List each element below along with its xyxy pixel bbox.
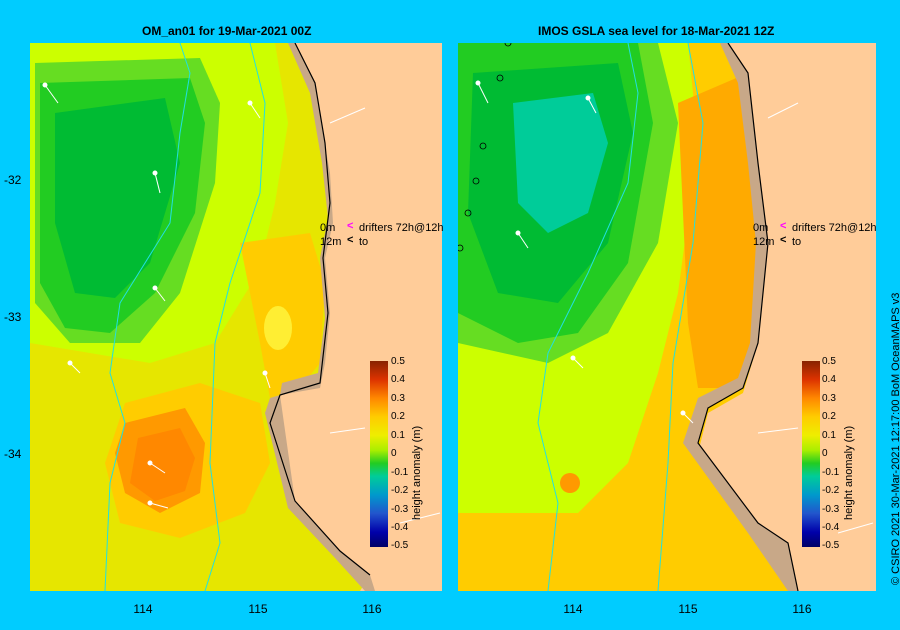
- drifter-chevron-icon: <: [780, 220, 787, 232]
- x-tick-label: 114: [563, 602, 583, 616]
- colorbar-label: -0.2: [822, 485, 840, 496]
- colorbar: [370, 361, 388, 547]
- x-tick-label: 116: [362, 602, 382, 616]
- colorbar-label: -0.4: [391, 522, 409, 533]
- colorbar-label: 0: [822, 448, 828, 459]
- credit-text: © CSIRO 2021 30-Mar-2021 12:17:00 BoM Oc…: [890, 292, 900, 585]
- colorbar-label: -0.3: [822, 504, 840, 515]
- colorbar-label: 0.2: [822, 411, 836, 422]
- y-tick-label: -33: [4, 310, 22, 324]
- colorbar-label: -0.1: [822, 467, 840, 478]
- colorbar-label: -0.5: [822, 540, 840, 551]
- colorbar-label: -0.5: [391, 540, 409, 551]
- colorbar-title: height anomaly (m): [843, 425, 855, 520]
- colorbar-label: -0.3: [391, 504, 409, 515]
- x-tick-label: 116: [792, 602, 812, 616]
- x-tick-label: 114: [133, 602, 153, 616]
- colorbar-label: 0.1: [391, 430, 405, 441]
- legend-row1-text: drifters 72h@12h: [792, 222, 877, 234]
- x-tick-label: 115: [248, 602, 268, 616]
- colorbar-label: 0.5: [391, 356, 405, 367]
- legend-row2-text: to: [792, 236, 802, 248]
- legend-row1-depth: 0m: [753, 222, 769, 234]
- colorbar: [802, 361, 820, 547]
- colorbar-label: 0.2: [391, 411, 405, 422]
- legend-row1-text: drifters 72h@12h: [359, 222, 444, 234]
- y-tick-label: -34: [4, 447, 22, 461]
- colorbar-label: -0.2: [391, 485, 409, 496]
- x-tick-label: 115: [678, 602, 698, 616]
- legend-row1-depth: 0m: [320, 222, 336, 234]
- colorbar-label: 0.3: [391, 393, 405, 404]
- colorbar-title: height anomaly (m): [411, 425, 423, 520]
- legend-row2-depth: 12m: [320, 236, 342, 248]
- colorbar-label: -0.1: [391, 467, 409, 478]
- left-map-panel[interactable]: [30, 43, 442, 591]
- colorbar-label: 0.3: [822, 393, 836, 404]
- y-tick-label: -32: [4, 173, 22, 187]
- colorbar-label: 0.4: [391, 374, 405, 385]
- drifter-chevron-icon: <: [347, 234, 354, 246]
- legend-row2-depth: 12m: [753, 236, 775, 248]
- left-panel-title: OM_an01 for 19-Mar-2021 00Z: [142, 24, 312, 38]
- right-panel-title: IMOS GSLA sea level for 18-Mar-2021 12Z: [538, 24, 775, 38]
- colorbar-label: 0.5: [822, 356, 836, 367]
- colorbar-label: 0.1: [822, 430, 836, 441]
- colorbar-label: 0.4: [822, 374, 836, 385]
- drifter-chevron-icon: <: [780, 234, 787, 246]
- legend-row2-text: to: [359, 236, 369, 248]
- colorbar-label: -0.4: [822, 522, 840, 533]
- colorbar-label: 0: [391, 448, 397, 459]
- drifter-chevron-icon: <: [347, 220, 354, 232]
